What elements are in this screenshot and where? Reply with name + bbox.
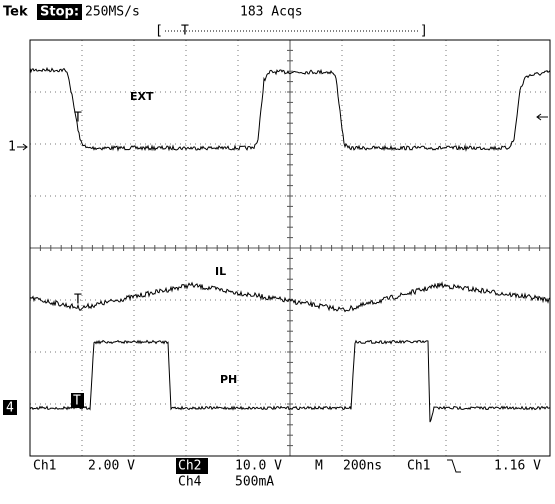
status: Stop: xyxy=(40,5,79,20)
trace-label: EXT xyxy=(130,90,154,103)
trigger-marker: T xyxy=(73,394,81,409)
readout: 2.00 V xyxy=(88,459,135,474)
ch2-box xyxy=(176,458,208,474)
bracket: ] xyxy=(420,24,428,39)
trigger-marker: T xyxy=(74,293,82,308)
trace-label: PH xyxy=(220,373,237,386)
waveform xyxy=(29,66,551,152)
ch1-arrow xyxy=(17,143,28,151)
graticule-border xyxy=(29,39,551,457)
readout: M xyxy=(315,459,323,474)
sample-rate: 250MS/s xyxy=(85,5,140,20)
graticule xyxy=(29,39,551,457)
acquisitions: 183 Acqs xyxy=(240,5,303,20)
trigger-position: T xyxy=(181,24,189,39)
readout: 500mA xyxy=(235,475,274,490)
waveforms xyxy=(29,66,551,423)
trace-label: IL xyxy=(215,265,226,278)
ch4-marker: 4 xyxy=(6,401,14,416)
ch1-marker: 1 xyxy=(8,140,16,155)
readout: Ch2 xyxy=(178,459,201,474)
status-box xyxy=(37,4,82,20)
waveform xyxy=(29,281,551,313)
waveform xyxy=(29,339,551,423)
trigger-level-arrow xyxy=(536,113,548,121)
brand: Tek xyxy=(3,5,28,20)
readout: Ch1 xyxy=(33,459,56,474)
readout: Ch4 xyxy=(178,475,202,490)
bracket: [ xyxy=(155,24,163,39)
readout: 1.16 V xyxy=(494,459,541,474)
ch4-marker-box xyxy=(3,400,17,415)
trigger-marker-box xyxy=(71,393,84,408)
falling-edge-icon xyxy=(447,459,461,473)
readout: Ch1 xyxy=(407,459,430,474)
trigger-marker: T xyxy=(74,111,82,126)
readout: 200ns xyxy=(343,459,382,474)
readout: 10.0 V xyxy=(235,459,282,474)
